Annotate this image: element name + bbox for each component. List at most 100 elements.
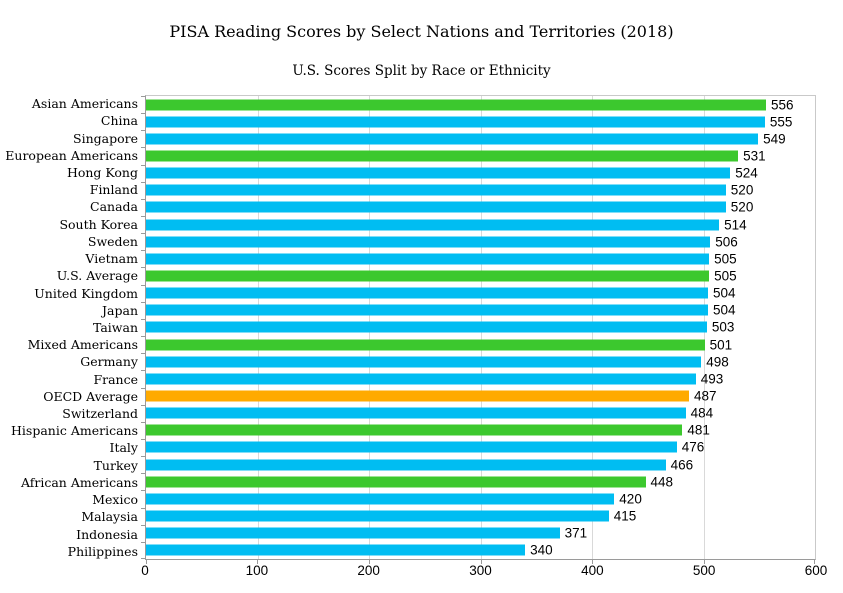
x-axis-tick-label: 400 (581, 563, 604, 578)
bar-value-label: 501 (709, 337, 733, 353)
bar-value-label: 498 (706, 354, 729, 370)
x-axis-tick-label: 0 (141, 563, 149, 578)
bar-country (146, 287, 708, 299)
bar-row: 520 (146, 182, 815, 199)
y-axis-tick (141, 370, 145, 372)
bar-row: 555 (146, 113, 815, 130)
y-axis-tick (141, 216, 145, 218)
category-label: Japan (102, 302, 138, 318)
y-axis-category-labels: Asian Americans China Singapore European Am… (0, 95, 138, 560)
x-axis-tick (146, 560, 147, 564)
category-label: Finland (89, 182, 138, 198)
bar-value-label: 520 (730, 199, 754, 215)
bar-row: 487 (146, 387, 815, 404)
bar-row: 531 (146, 147, 815, 164)
bar-value-label: 524 (735, 165, 758, 181)
y-axis-tick (141, 181, 145, 183)
bar-row: 503 (146, 319, 815, 336)
bar-row: 448 (146, 473, 815, 490)
bar-country (146, 219, 720, 231)
x-axis-tick (591, 560, 593, 564)
bar-country (146, 116, 765, 128)
bar-value-label: 503 (711, 319, 735, 335)
bar-row: 340 (146, 542, 815, 559)
category-label: South Korea (59, 216, 138, 232)
category-label: Hispanic Americans (11, 423, 138, 439)
bar-value-label: 506 (715, 234, 738, 250)
bar-country (146, 510, 609, 522)
bar-row: 466 (146, 456, 815, 473)
y-axis-tick (141, 438, 145, 440)
bar-us_group (146, 339, 705, 351)
bar-country (146, 236, 711, 248)
x-axis-tick (480, 560, 482, 564)
y-axis-tick (141, 164, 145, 166)
bar-row: 498 (146, 353, 815, 370)
y-axis-tick (141, 130, 145, 132)
category-label: Hong Kong (66, 164, 138, 180)
bar-row: 514 (146, 216, 815, 233)
bar-value-label: 487 (694, 388, 717, 404)
category-label: Singapore (73, 130, 138, 146)
y-axis-tick (141, 387, 145, 389)
category-label: Indonesia (76, 526, 138, 542)
bar-country (146, 201, 726, 213)
bar-row: 481 (146, 422, 815, 439)
bars-container: 556 555 549 531 524 520 520 514 506 505 505 504 504 5… (146, 96, 815, 559)
category-label: Germany (80, 354, 138, 370)
bar-us_group (146, 150, 739, 162)
bar-row: 505 (146, 250, 815, 267)
bar-country (146, 321, 707, 333)
bar-row: 524 (146, 165, 815, 182)
bar-value-label: 504 (712, 285, 736, 301)
y-axis-tick (141, 233, 145, 235)
category-label: Asian Americans (31, 96, 138, 112)
bar-country (146, 544, 526, 556)
bar-value-label: 505 (714, 268, 737, 284)
category-label: Canada (90, 199, 138, 215)
x-axis-tick (257, 560, 259, 564)
y-axis-tick (141, 490, 145, 492)
x-axis-tick (368, 560, 370, 564)
y-axis-tick (141, 473, 145, 475)
y-axis-tick (141, 558, 145, 559)
category-label: Italy (109, 440, 138, 456)
x-axis-tick (814, 560, 815, 564)
y-axis-tick (141, 250, 145, 252)
x-axis-tick (703, 560, 705, 564)
bar-value-label: 484 (690, 405, 714, 421)
bar-value-label: 505 (714, 251, 737, 267)
bar-value-label: 340 (530, 542, 553, 558)
bar-country (146, 304, 708, 316)
y-axis-tick (141, 404, 145, 406)
bar-country (146, 133, 759, 145)
bar-value-label: 520 (730, 182, 754, 198)
bar-value-label: 555 (769, 114, 793, 130)
bar-row: 520 (146, 199, 815, 216)
category-label: Taiwan (92, 319, 138, 335)
bar-row: 506 (146, 233, 815, 250)
bar-value-label: 466 (670, 457, 694, 473)
bar-us_group (146, 476, 646, 488)
bar-country (146, 373, 696, 385)
bar-row: 504 (146, 285, 815, 302)
bar-value-label: 420 (619, 491, 642, 507)
bar-country (146, 527, 560, 539)
y-axis-tick (141, 524, 145, 526)
bar-value-label: 531 (743, 148, 766, 164)
bar-value-label: 514 (724, 217, 747, 233)
x-axis-tick-label: 500 (692, 563, 716, 578)
category-label: African Americans (20, 474, 138, 490)
x-axis-tick-label: 200 (357, 563, 380, 578)
plot-area: 556 555 549 531 524 520 520 514 506 505 505 504 504 5… (141, 95, 816, 564)
bar-row: 501 (146, 336, 815, 353)
bar-value-label: 504 (712, 302, 736, 318)
bar-value-label: 549 (763, 131, 786, 147)
y-axis-tick (141, 318, 145, 320)
category-label: European Americans (5, 147, 138, 163)
bar-us_group (146, 424, 683, 436)
bar-country (146, 459, 666, 471)
bar-value-label: 481 (687, 422, 710, 438)
category-label: Mexico (92, 492, 138, 508)
